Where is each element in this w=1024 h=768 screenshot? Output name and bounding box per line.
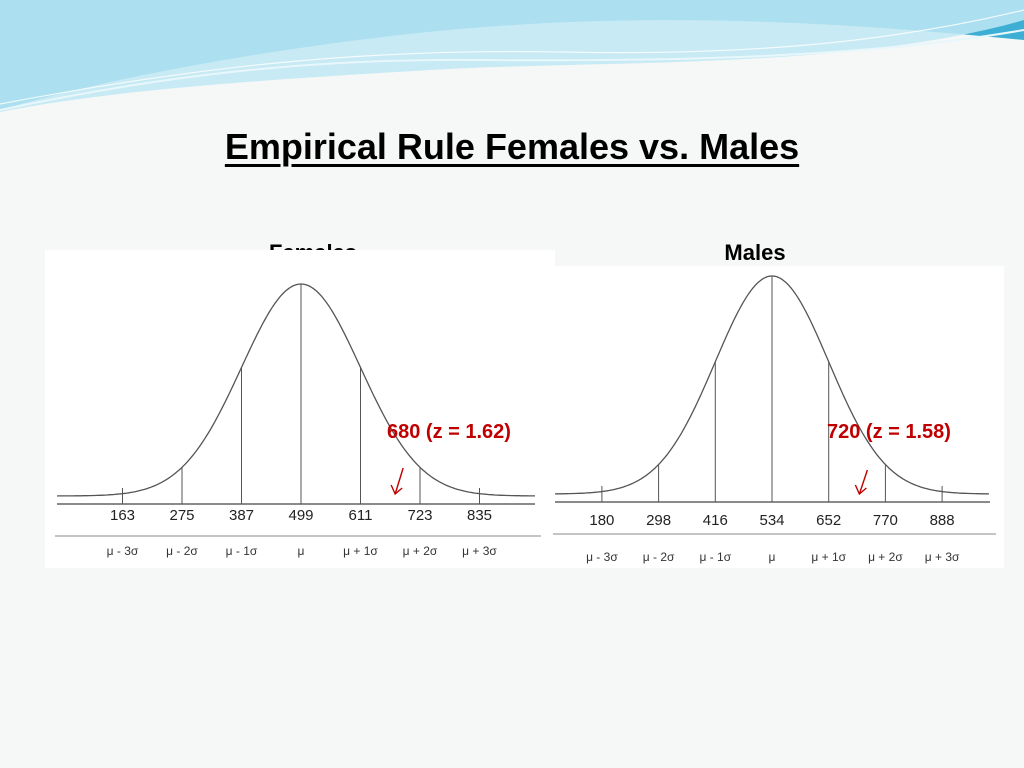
males-panel-title: Males [724,240,786,265]
sigma-label: μ - 1σ [699,550,731,564]
wave-line-2 [0,9,1024,105]
tick-value-label: 534 [759,512,784,529]
wave-light [0,0,1024,112]
sigma-label: μ - 1σ [226,544,258,558]
sigma-label: μ + 3σ [462,544,497,558]
sigma-label: μ - 3σ [107,544,139,558]
sigma-label: μ [298,544,305,558]
slide-title-text: Empirical Rule Females vs. Males [224,126,800,167]
sigma-label: μ - 3σ [586,550,618,564]
sigma-label: μ + 2σ [403,544,438,558]
header-wave-decoration [0,0,1024,112]
normal-curve [56,283,535,497]
tick-value-label: 416 [703,512,728,529]
males-distribution-diagram: 180 μ - 3σ 298 μ - 2σ 416 μ - 1σ 534 μ 652 μ + 1σ… [553,266,1004,568]
tick-value-label: 387 [229,507,254,524]
tick-value-label: 499 [288,507,313,524]
sigma-label: μ + 1σ [811,550,846,564]
females-distribution-diagram: 163 μ - 3σ 275 μ - 2σ 387 μ - 1σ 499 μ 611 μ + 1σ… [45,250,555,568]
sigma-label: μ - 2σ [166,544,198,558]
tick-value-label: 275 [169,507,194,524]
marker-annotation: 720 (z = 1.58) [827,421,951,443]
tick-value-label: 652 [816,512,841,529]
marker-arrow-head [854,484,867,496]
sigma-label: μ + 3σ [925,550,960,564]
tick-value-label: 723 [407,507,432,524]
tick-value-label: 298 [646,512,671,529]
tick-value-label: 835 [467,507,492,524]
sigma-label: μ + 2σ [868,550,903,564]
wave-line [0,29,1024,111]
tick-value-label: 163 [110,507,135,524]
slide-title: Empirical Rule Females vs. Males [0,126,1024,168]
marker-arrow-head [390,484,403,496]
tick-value-label: 180 [589,512,614,529]
sigma-label: μ + 1σ [343,544,378,558]
sigma-label: μ - 2σ [643,550,675,564]
marker-arrow-shaft [858,469,869,495]
tick-value-label: 611 [349,507,373,524]
tick-value-label: 770 [873,512,898,529]
sigma-label: μ [769,550,776,564]
marker-arrow-shaft [394,467,404,495]
tick-value-label: 888 [930,512,955,529]
marker-annotation: 680 (z = 1.62) [387,421,511,443]
